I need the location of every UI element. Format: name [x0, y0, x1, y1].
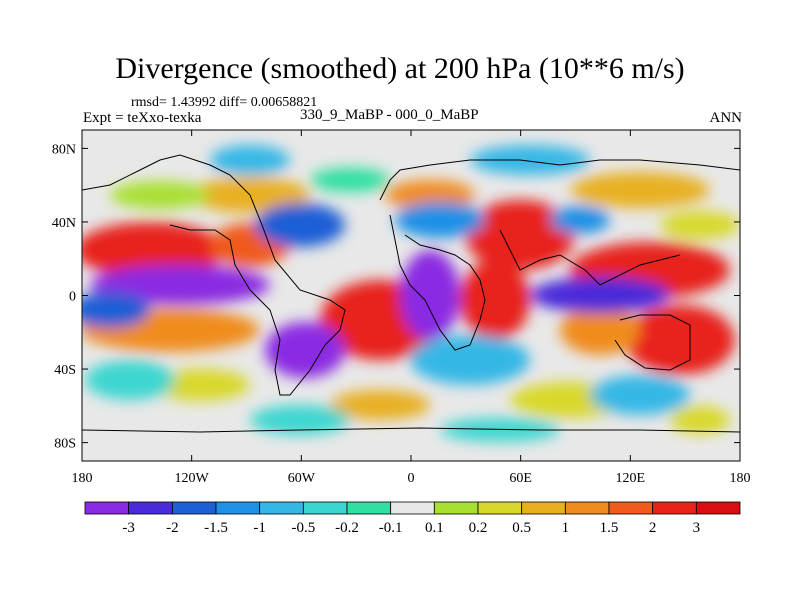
field-blob: [90, 265, 270, 305]
colorbar-label: 1: [562, 520, 570, 536]
colorbar-swatch: [302, 501, 348, 515]
colorbar-label: -0.1: [379, 520, 403, 536]
colorbar-label: -3: [122, 520, 135, 536]
coastline: [379, 159, 740, 201]
colorbar-label: -1: [253, 520, 266, 536]
field-blob: [150, 369, 250, 401]
colorbar-swatch: [346, 501, 392, 515]
colorbar: -3 -2 -1.5 -1 -0.5 -0.2 -0.1 0.1 0.2 0.5 1 1.5 2 3: [84, 501, 741, 536]
field-blob: [385, 180, 475, 210]
field-blob: [255, 203, 345, 247]
colorbar-swatch: [521, 501, 566, 515]
chart-title: Divergence (smoothed) at 200 hPa (10**6 …: [115, 52, 685, 85]
field-blob: [265, 322, 345, 378]
colorbar-label: 2: [649, 520, 657, 536]
colorbar-swatch: [477, 501, 523, 515]
colorbar-swatch: [171, 501, 217, 515]
x-tick-label: 0: [408, 471, 415, 486]
experiment-label: Expt = teXxo-texka: [83, 110, 202, 126]
field-blob: [550, 206, 610, 234]
divergence-field: [82, 130, 740, 461]
field-blob: [460, 260, 530, 340]
colorbar-swatch: [608, 501, 654, 515]
field-blob: [400, 250, 460, 340]
colorbar-label: -0.5: [291, 520, 315, 536]
coastline: [82, 154, 346, 396]
y-axis: 80N 40N 0 40S 80S: [52, 142, 740, 452]
colorbar-swatch: [84, 501, 130, 515]
field-blob: [110, 181, 210, 209]
field-blob: [670, 406, 730, 434]
field-blob: [570, 172, 710, 208]
colorbar-swatch: [433, 501, 479, 515]
y-tick-label: 80S: [54, 437, 76, 452]
season-label: ANN: [709, 110, 743, 126]
coastline: [82, 427, 740, 433]
colorbar-swatch: [390, 501, 435, 515]
field-blob: [440, 418, 560, 442]
colorbar-swatch: [564, 501, 610, 515]
field-blob: [660, 211, 740, 239]
colorbar-label: 0.2: [469, 520, 488, 536]
colorbar-label: 0.5: [512, 520, 531, 536]
x-tick-label: 180: [72, 471, 93, 486]
coastlines: [82, 154, 740, 433]
colorbar-label: 1.5: [600, 520, 619, 536]
comparison-label: 330_9_MaBP - 000_0_MaBP: [300, 107, 479, 123]
field-blob: [560, 305, 640, 355]
field-blob: [410, 335, 530, 385]
colorbar-label: -2: [166, 520, 179, 536]
field-blob: [395, 202, 485, 238]
field-blob: [590, 375, 690, 415]
y-tick-label: 40N: [52, 216, 76, 231]
x-tick-label: 180: [730, 471, 751, 486]
field-blob: [330, 390, 430, 420]
colorbar-swatch: [128, 501, 173, 515]
x-tick-label: 60W: [288, 471, 316, 486]
y-tick-label: 0: [69, 290, 76, 305]
colorbar-label: -1.5: [204, 520, 228, 536]
field-blob: [85, 360, 175, 400]
x-tick-label: 120W: [175, 471, 210, 486]
colorbar-swatch: [215, 501, 261, 515]
field-blob: [625, 305, 735, 375]
field-blob: [210, 145, 290, 175]
field-blob: [310, 168, 390, 192]
stats-text: rmsd= 1.43992 diff= 0.00658821: [131, 95, 318, 110]
colorbar-label: -0.2: [335, 520, 359, 536]
coastline: [614, 314, 691, 371]
colorbar-label: 0.1: [425, 520, 444, 536]
x-axis: 180 120W 60W 0 60E 120E 180: [72, 130, 751, 486]
y-tick-label: 80N: [52, 142, 76, 157]
field-blob: [82, 292, 150, 328]
field-blob: [82, 222, 225, 278]
colorbar-swatch: [652, 501, 697, 515]
field-blob: [470, 145, 590, 175]
coastline: [499, 229, 681, 286]
x-tick-label: 120E: [616, 471, 646, 486]
colorbar-label: 3: [693, 520, 701, 536]
colorbar-swatch: [259, 501, 304, 515]
x-tick-label: 60E: [509, 471, 532, 486]
field-blob: [465, 200, 575, 270]
field-blob: [250, 405, 350, 435]
colorbar-swatch: [695, 501, 741, 515]
y-tick-label: 40S: [54, 363, 76, 378]
coastline: [389, 214, 486, 351]
field-blob: [530, 277, 670, 313]
